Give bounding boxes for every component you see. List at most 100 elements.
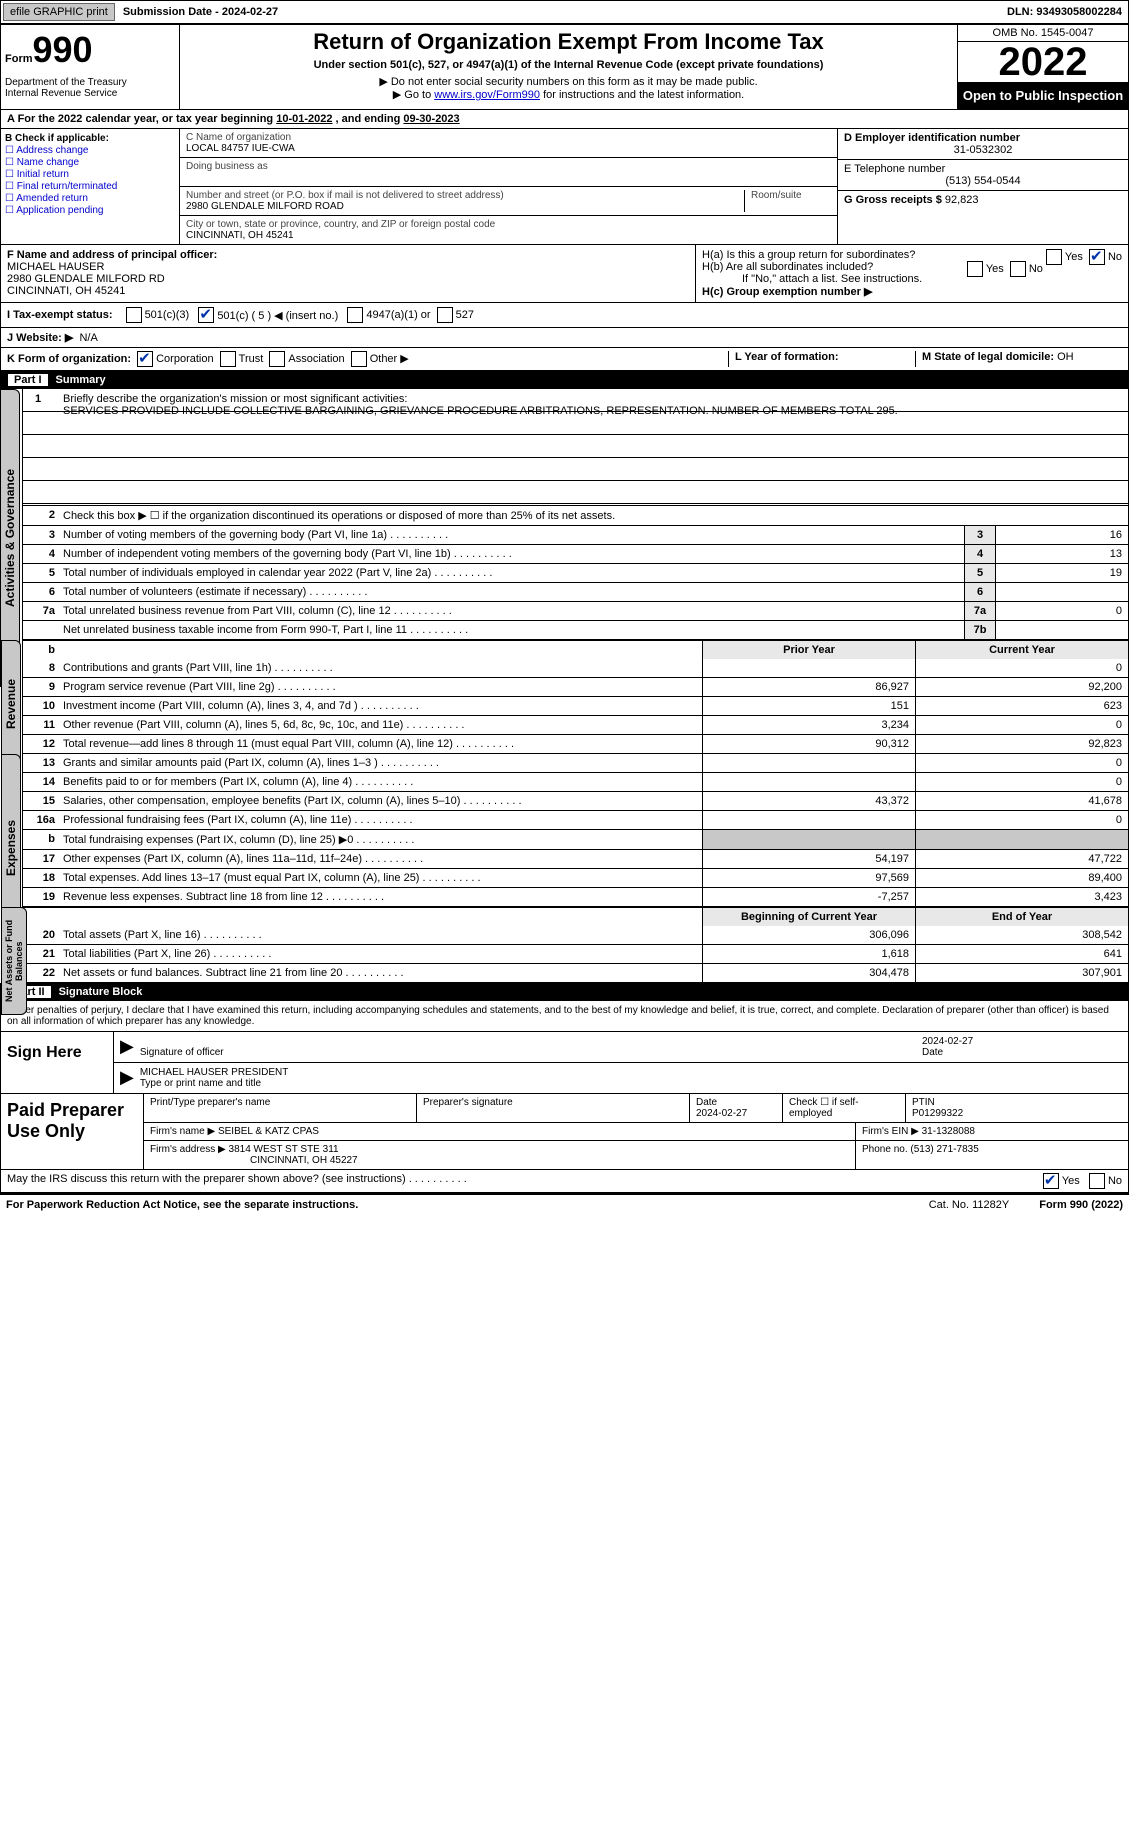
b-label: B Check if applicable: bbox=[5, 133, 109, 144]
lbl-other: Other ▶ bbox=[370, 353, 409, 365]
submission-date-value: 2024-02-27 bbox=[222, 6, 278, 18]
firm-addr1: 3814 WEST ST STE 311 bbox=[229, 1144, 339, 1155]
col-headers-rev: b Prior Year Current Year bbox=[23, 640, 1128, 659]
instruction-1: ▶ Do not enter social security numbers o… bbox=[184, 75, 953, 88]
lbl-corporation: Corporation bbox=[156, 353, 213, 365]
gov-row: 2Check this box ▶ ☐ if the organization … bbox=[23, 506, 1128, 525]
gov-row: 7aTotal unrelated business revenue from … bbox=[23, 601, 1128, 620]
e-label: E Telephone number bbox=[844, 163, 945, 175]
header-grid: B Check if applicable: ☐ Address change … bbox=[0, 129, 1129, 245]
data-row: 19Revenue less expenses. Subtract line 1… bbox=[23, 887, 1128, 906]
section-deg: D Employer identification number31-05323… bbox=[837, 129, 1128, 244]
sign-here-label: Sign Here bbox=[1, 1032, 114, 1093]
g-label: G Gross receipts $ bbox=[844, 194, 945, 206]
officer-city: CINCINNATI, OH 45241 bbox=[7, 285, 125, 297]
check-501c[interactable] bbox=[198, 307, 214, 323]
firm-ein-label: Firm's EIN ▶ bbox=[862, 1126, 922, 1137]
ha-no[interactable] bbox=[1089, 249, 1105, 265]
check-amended-return[interactable]: ☐ Amended return bbox=[5, 193, 175, 204]
sig-date: 2024-02-27 bbox=[922, 1036, 973, 1047]
firm-name: SEIBEL & KATZ CPAS bbox=[218, 1126, 319, 1137]
officer-street: 2980 GLENDALE MILFORD RD bbox=[7, 273, 165, 285]
data-row: 21Total liabilities (Part X, line 26)1,6… bbox=[23, 944, 1128, 963]
firm-phone-label: Phone no. bbox=[862, 1144, 910, 1155]
check-name-change[interactable]: ☐ Name change bbox=[5, 157, 175, 168]
k-label: K Form of organization: bbox=[7, 353, 131, 365]
end-year-header: End of Year bbox=[915, 908, 1128, 926]
form-title: Return of Organization Exempt From Incom… bbox=[184, 29, 953, 55]
data-row: 20Total assets (Part X, line 16)306,0963… bbox=[23, 926, 1128, 944]
i-label: I Tax-exempt status: bbox=[7, 309, 113, 321]
efile-print-button[interactable]: efile GRAPHIC print bbox=[3, 3, 115, 21]
tab-net-assets: Net Assets or Fund Balances bbox=[1, 907, 27, 1015]
ptin-label: PTIN bbox=[912, 1097, 935, 1108]
room-label: Room/suite bbox=[751, 190, 802, 201]
phone-value: (513) 554-0544 bbox=[844, 175, 1122, 187]
data-row: 8Contributions and grants (Part VIII, li… bbox=[23, 659, 1128, 677]
line-1-num: 1 bbox=[35, 393, 41, 405]
dln-label: DLN: 93493058002284 bbox=[1001, 4, 1128, 20]
data-row: 12Total revenue—add lines 8 through 11 (… bbox=[23, 734, 1128, 753]
firm-name-label: Firm's name ▶ bbox=[150, 1126, 218, 1137]
sign-here-block: Sign Here ▶ Signature of officer 2024-02… bbox=[0, 1032, 1129, 1094]
data-row: 11Other revenue (Part VIII, column (A), … bbox=[23, 715, 1128, 734]
prep-date-label: Date bbox=[696, 1097, 717, 1108]
title-cell: Return of Organization Exempt From Incom… bbox=[180, 25, 957, 109]
section-c: C Name of organizationLOCAL 84757 IUE-CW… bbox=[180, 129, 837, 244]
hc-label: H(c) Group exemption number ▶ bbox=[702, 286, 872, 298]
prep-self-employed[interactable]: Check ☐ if self-employed bbox=[789, 1097, 859, 1119]
hb-yes[interactable] bbox=[967, 261, 983, 277]
current-year-header: Current Year bbox=[915, 641, 1128, 659]
inst-go-pre: ▶ Go to bbox=[393, 89, 434, 101]
net-assets-grid: Net Assets or Fund Balances Beginning of… bbox=[22, 907, 1129, 983]
gov-row: 6Total number of volunteers (estimate if… bbox=[23, 582, 1128, 601]
paid-preparer-block: Paid Preparer Use Only Print/Type prepar… bbox=[0, 1094, 1129, 1170]
dba-label: Doing business as bbox=[186, 161, 268, 172]
lbl-501c3: 501(c)(3) bbox=[145, 309, 190, 321]
discuss-no[interactable] bbox=[1089, 1173, 1105, 1189]
data-row: bTotal fundraising expenses (Part IX, co… bbox=[23, 829, 1128, 849]
gov-row: 5Total number of individuals employed in… bbox=[23, 563, 1128, 582]
data-row: 14Benefits paid to or for members (Part … bbox=[23, 772, 1128, 791]
city-label: City or town, state or province, country… bbox=[186, 219, 495, 230]
sig-name: MICHAEL HAUSER PRESIDENT bbox=[140, 1067, 289, 1078]
check-association[interactable] bbox=[269, 351, 285, 367]
form-word: Form bbox=[5, 53, 33, 65]
irs-link[interactable]: www.irs.gov/Form990 bbox=[434, 89, 540, 101]
expenses-grid: Expenses 13Grants and similar amounts pa… bbox=[22, 754, 1129, 907]
check-final-return[interactable]: ☐ Final return/terminated bbox=[5, 181, 175, 192]
ha-yes[interactable] bbox=[1046, 249, 1062, 265]
cat-number: Cat. No. 11282Y bbox=[929, 1199, 1010, 1211]
lbl-trust: Trust bbox=[239, 353, 264, 365]
form-subtitle: Under section 501(c), 527, or 4947(a)(1)… bbox=[184, 59, 953, 71]
hb-no[interactable] bbox=[1010, 261, 1026, 277]
check-501c3[interactable] bbox=[126, 307, 142, 323]
form-number-cell: Form990 Department of the Treasury Inter… bbox=[1, 25, 180, 109]
check-corporation[interactable] bbox=[137, 351, 153, 367]
lbl-4947: 4947(a)(1) or bbox=[366, 309, 430, 321]
check-527[interactable] bbox=[437, 307, 453, 323]
topbar: efile GRAPHIC print Submission Date - 20… bbox=[0, 0, 1129, 24]
check-initial-return[interactable]: ☐ Initial return bbox=[5, 169, 175, 180]
check-application-pending[interactable]: ☐ Application pending bbox=[5, 205, 175, 216]
section-b: B Check if applicable: ☐ Address change … bbox=[1, 129, 180, 244]
tax-year: 2022 bbox=[958, 42, 1128, 82]
hb-note: If "No," attach a list. See instructions… bbox=[702, 273, 1122, 285]
officer-h-block: F Name and address of principal officer:… bbox=[0, 245, 1129, 303]
m-value: OH bbox=[1057, 351, 1074, 363]
section-i: I Tax-exempt status: 501(c)(3) 501(c) ( … bbox=[0, 303, 1129, 328]
sig-officer-label: Signature of officer bbox=[140, 1047, 224, 1058]
submission-date-label: Submission Date - 2024-02-27 bbox=[117, 4, 284, 20]
city-value: CINCINNATI, OH 45241 bbox=[186, 230, 294, 241]
check-trust[interactable] bbox=[220, 351, 236, 367]
summary-1: 1 Briefly describe the organization's mi… bbox=[22, 389, 1129, 506]
sig-arrow-icon: ▶ bbox=[120, 1036, 134, 1058]
d-label: D Employer identification number bbox=[844, 132, 1020, 144]
sig-name-label: Type or print name and title bbox=[140, 1078, 261, 1089]
part-i-num: Part I bbox=[8, 374, 48, 386]
check-address-change[interactable]: ☐ Address change bbox=[5, 145, 175, 156]
form-header: Form990 Department of the Treasury Inter… bbox=[0, 24, 1129, 110]
check-4947[interactable] bbox=[347, 307, 363, 323]
discuss-yes[interactable] bbox=[1043, 1173, 1059, 1189]
check-other[interactable] bbox=[351, 351, 367, 367]
